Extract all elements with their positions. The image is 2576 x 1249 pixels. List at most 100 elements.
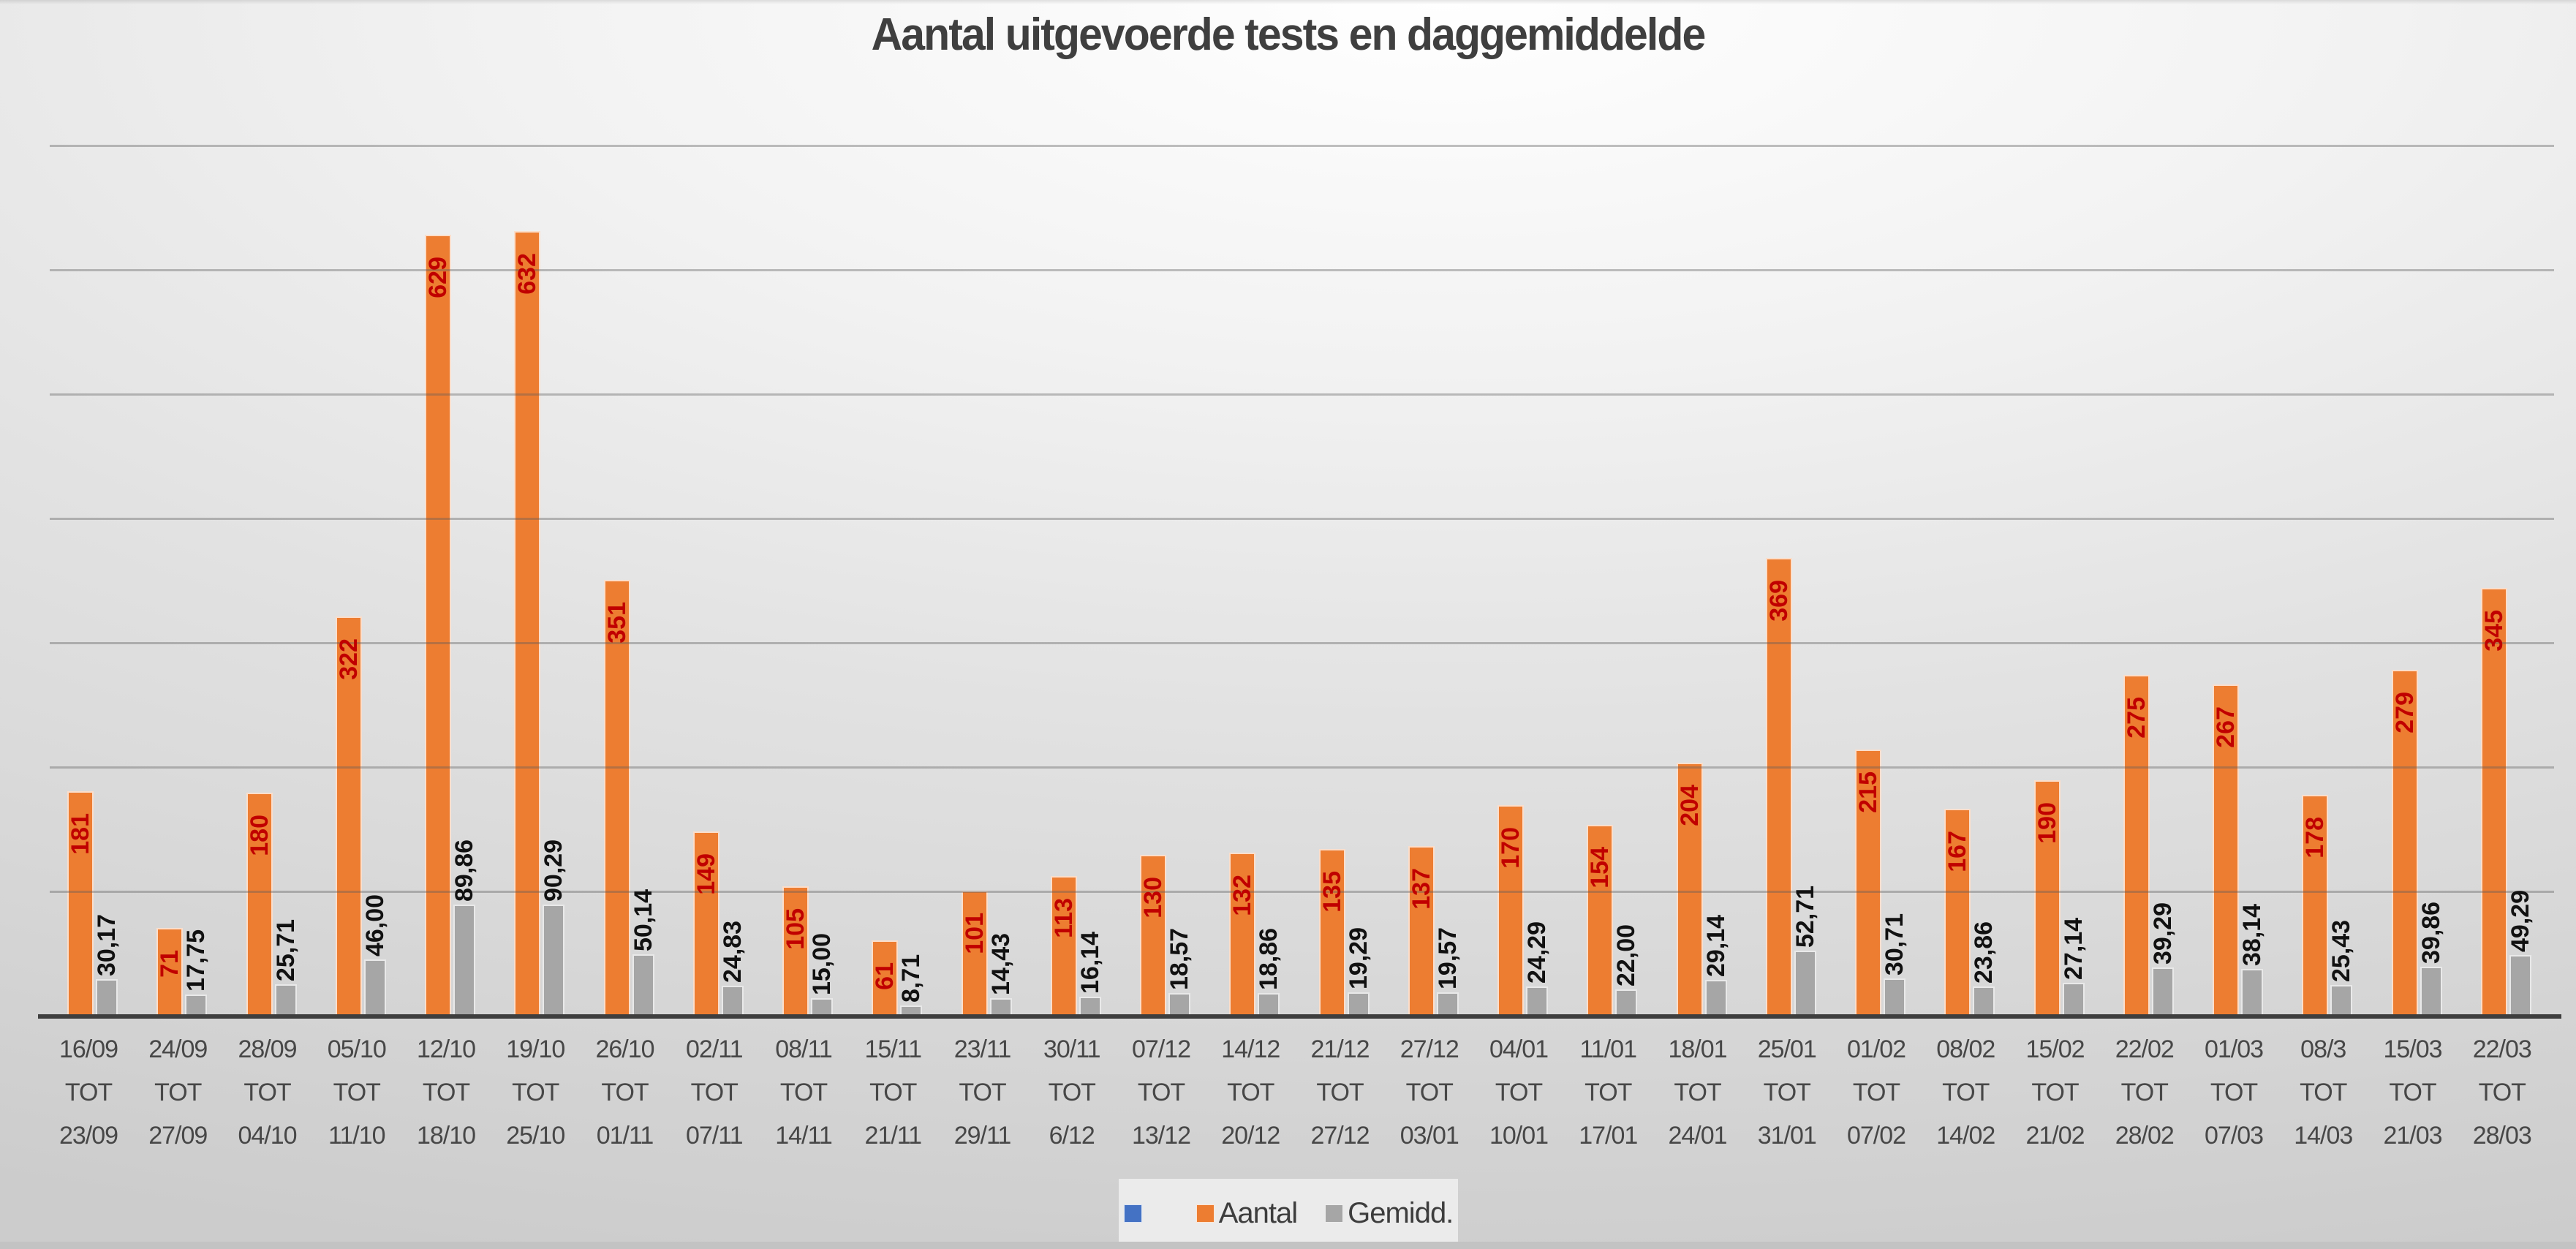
- x-axis-label: 21/12 TOT 27/12: [1278, 1028, 1402, 1158]
- gemidd-bar: [363, 959, 386, 1016]
- gemidd-bar: [185, 994, 208, 1016]
- x-axis-label-line: 18/10: [416, 1122, 476, 1150]
- aantal-bar: [2033, 780, 2061, 1016]
- aantal-value-label: 113: [1049, 897, 1078, 938]
- gemidd-value-label: 19,29: [1344, 927, 1372, 990]
- aantal-bar: [2480, 587, 2507, 1016]
- gemidd-value-label: 38,14: [2238, 904, 2266, 967]
- x-axis-label-line: 15/02: [2025, 1035, 2085, 1063]
- x-axis-label-line: 04/01: [1489, 1035, 1549, 1063]
- gemidd-value-label: 30,17: [93, 913, 121, 976]
- x-axis-label-line: 15/03: [2383, 1035, 2442, 1063]
- x-axis-label-line: TOT: [869, 1079, 917, 1106]
- x-axis-label-line: 08/3: [2300, 1035, 2346, 1063]
- gemidd-bar: [632, 954, 654, 1016]
- x-axis-label: 30/11 TOT 6/12: [1010, 1028, 1134, 1158]
- x-axis-label-line: 13/12: [1131, 1122, 1191, 1150]
- x-axis-label-line: 25/01: [1757, 1035, 1817, 1063]
- x-axis-label: 15/03 TOT 21/03: [2351, 1028, 2475, 1158]
- gridline-700: [50, 145, 2554, 147]
- x-axis-label: 19/10 TOT 25/10: [473, 1028, 597, 1158]
- gemidd-bar: [811, 997, 833, 1016]
- gemidd-bar: [453, 905, 475, 1016]
- x-axis-label: 24/09 TOT 27/09: [116, 1028, 240, 1158]
- x-axis-label-line: TOT: [959, 1079, 1006, 1106]
- x-axis-label-line: 21/11: [864, 1122, 922, 1150]
- x-axis-label: 22/03 TOT 28/03: [2440, 1028, 2564, 1158]
- aantal-value-label: 322: [334, 638, 363, 680]
- x-axis-label-line: 28/09: [238, 1035, 297, 1063]
- x-axis-label-line: TOT: [2478, 1079, 2526, 1106]
- aantal-bar: [2391, 669, 2418, 1016]
- legend-item-aantal: Aantal: [1196, 1197, 1298, 1230]
- x-axis-label-line: TOT: [1405, 1079, 1454, 1106]
- x-axis-label: 27/12 TOT 03/01: [1367, 1028, 1492, 1158]
- aantal-value-label: 275: [2122, 696, 2150, 739]
- x-axis-label-line: TOT: [1674, 1079, 1721, 1106]
- x-axis-label-line: TOT: [690, 1079, 739, 1106]
- x-axis-label-line: 27/12: [1310, 1122, 1370, 1150]
- x-axis-label-line: 6/12: [1049, 1122, 1095, 1150]
- aantal-bar: [2123, 674, 2150, 1016]
- aantal-value-label: 178: [2301, 817, 2330, 859]
- x-axis-label-line: TOT: [1316, 1079, 1364, 1106]
- x-axis-label-line: 05/10: [327, 1035, 387, 1063]
- aantal-bar: [335, 616, 362, 1016]
- aantal-bar: [1676, 763, 1703, 1016]
- x-axis-label-line: 14/03: [2294, 1122, 2353, 1150]
- x-axis-label-line: 23/11: [953, 1035, 1012, 1063]
- chart-title: Aantal uitgevoerde tests en daggemiddeld…: [871, 10, 1707, 60]
- x-axis-label-line: 01/03: [2204, 1035, 2264, 1063]
- x-axis-label-line: 02/11: [685, 1035, 744, 1063]
- gemidd-value-label: 29,14: [1701, 915, 1730, 978]
- x-axis-label-line: TOT: [64, 1079, 113, 1106]
- gemidd-bar: [1258, 992, 1280, 1016]
- x-axis-label-line: TOT: [1227, 1079, 1274, 1106]
- x-axis-label: 22/02 TOT 28/02: [2082, 1028, 2207, 1158]
- bottom-band: [0, 1242, 2576, 1249]
- aantal-value-label: 61: [871, 962, 899, 991]
- x-axis-label: 08/02 TOT 14/02: [1903, 1028, 2028, 1158]
- aantal-value-label: 181: [67, 813, 94, 856]
- x-axis-label-line: 14/11: [775, 1122, 833, 1150]
- x-axis-label-line: 19/10: [506, 1035, 565, 1063]
- x-axis-label-line: 21/03: [2383, 1122, 2442, 1150]
- gemidd-bar: [2330, 984, 2353, 1016]
- x-axis-label: 05/10 TOT 11/10: [295, 1028, 419, 1158]
- x-axis-label-line: TOT: [333, 1079, 381, 1106]
- gridline-300: [50, 642, 2554, 644]
- x-axis-label-line: TOT: [1495, 1079, 1543, 1106]
- legend-swatch-icon: [1325, 1204, 1344, 1223]
- aantal-value-label: 135: [1318, 870, 1346, 913]
- x-axis-label-line: 28/02: [2115, 1122, 2175, 1150]
- x-axis-label: 07/12 TOT 13/12: [1099, 1028, 1223, 1158]
- x-axis-label-line: 22/02: [2115, 1035, 2175, 1063]
- aantal-value-label: 204: [1675, 785, 1704, 826]
- aantal-value-label: 629: [424, 256, 452, 298]
- x-axis-label-line: 31/01: [1757, 1122, 1817, 1150]
- x-axis-label-line: TOT: [1137, 1079, 1185, 1106]
- x-axis-label-line: TOT: [1048, 1079, 1096, 1106]
- gemidd-value-label: 16,14: [1076, 931, 1104, 994]
- x-axis-label-line: 04/10: [238, 1122, 297, 1150]
- x-axis-label-line: 23/09: [58, 1122, 118, 1150]
- gemidd-bar: [1526, 986, 1548, 1016]
- aantal-bar: [1855, 749, 1881, 1016]
- aantal-value-label: 279: [2390, 691, 2419, 733]
- aantal-value-label: 267: [2212, 706, 2240, 748]
- gemidd-bar: [96, 978, 118, 1016]
- x-axis-label: 08/11 TOT 14/11: [741, 1028, 866, 1158]
- x-axis-label-line: TOT: [243, 1079, 291, 1106]
- gemidd-value-label: 24,29: [1523, 921, 1551, 984]
- aantal-value-label: 101: [960, 913, 989, 955]
- x-axis-label-line: TOT: [2120, 1079, 2169, 1106]
- gemidd-value-label: 24,83: [718, 920, 747, 983]
- x-axis-label-line: 15/11: [864, 1035, 922, 1063]
- x-axis-label: 15/11 TOT 21/11: [831, 1028, 955, 1158]
- x-axis-label-line: TOT: [1852, 1079, 1900, 1106]
- gridline-100: [50, 891, 2554, 893]
- legend-swatch-icon: [1196, 1204, 1215, 1223]
- gemidd-bar: [1168, 993, 1190, 1016]
- x-axis-label-line: 25/10: [506, 1122, 565, 1150]
- x-axis-label-line: TOT: [2389, 1079, 2436, 1106]
